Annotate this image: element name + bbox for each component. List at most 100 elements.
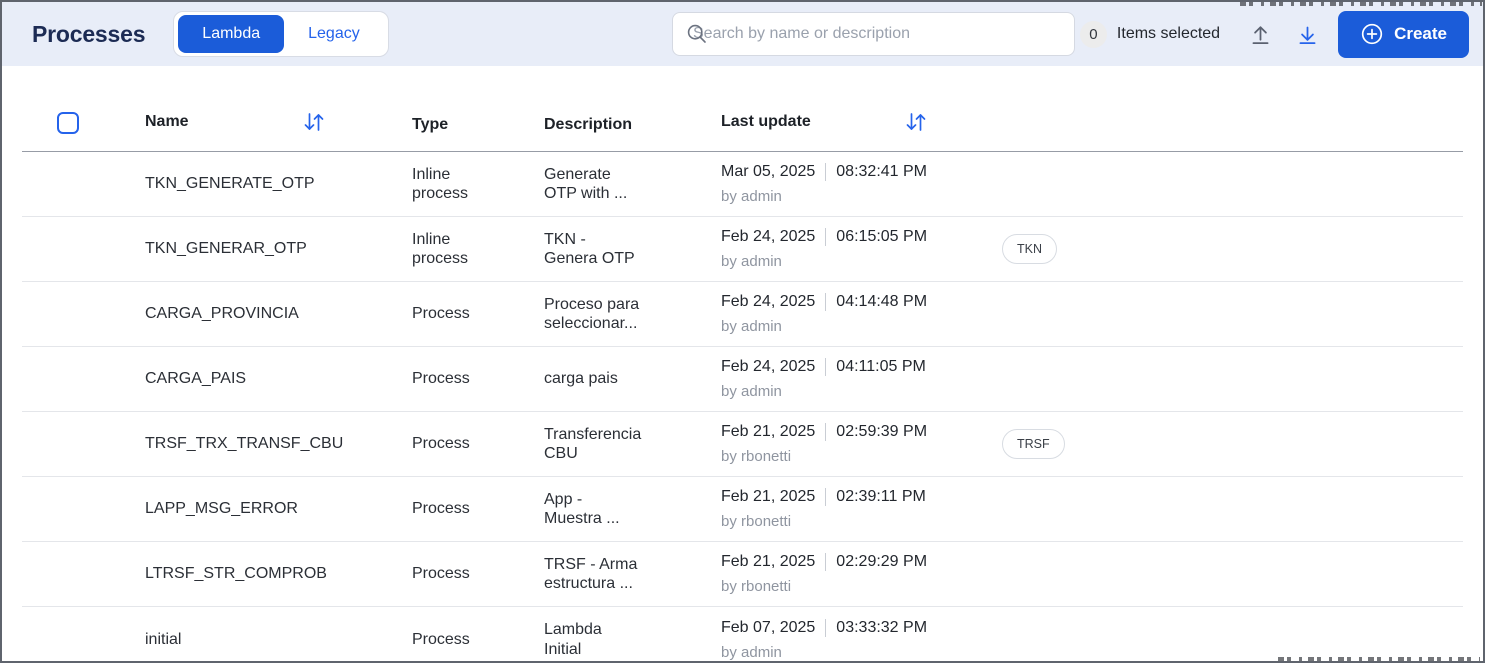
date-time-divider	[825, 163, 827, 181]
update-date: Mar 05, 2025	[721, 163, 816, 180]
update-date: Feb 24, 2025	[721, 228, 816, 245]
date-time-divider	[825, 618, 827, 637]
process-type: Inline process	[412, 230, 469, 267]
table-row[interactable]: CARGA_PROVINCIA Process Proceso para sel…	[22, 282, 1463, 347]
process-table: Name Type Description Last update TKN_GE…	[22, 66, 1463, 672]
tag-badge[interactable]: TKN	[1002, 234, 1057, 264]
updated-by: by admin	[721, 643, 782, 661]
table-header-row: Name Type Description Last update	[22, 66, 1463, 152]
date-time-divider	[825, 358, 827, 376]
date-time-divider	[825, 488, 827, 506]
update-date: Feb 21, 2025	[721, 553, 816, 570]
last-update-cell: Feb 21, 2025 02:39:11 PM by rbonetti	[721, 482, 1002, 536]
topbar-actions: 0 Items selected Create	[1079, 10, 1471, 58]
topbar: Processes Lambda Legacy 0 Items selected	[2, 2, 1483, 66]
select-all-checkbox[interactable]	[57, 112, 79, 134]
date-time-divider	[825, 553, 827, 571]
upload-icon	[1252, 25, 1269, 44]
process-type: Inline process	[412, 165, 469, 202]
update-date: Feb 21, 2025	[721, 423, 816, 440]
page-title: Processes	[32, 20, 146, 47]
process-type: Process	[412, 305, 470, 323]
sort-last-update-icon[interactable]	[903, 110, 929, 134]
last-update-cell: Feb 21, 2025 02:59:39 PM by rbonetti	[721, 417, 1002, 471]
process-name[interactable]: LAPP_MSG_ERROR	[145, 500, 298, 517]
selected-count-badge: 0	[1079, 20, 1107, 48]
sort-name-icon[interactable]	[301, 110, 327, 134]
process-type: Process	[412, 435, 470, 453]
table-row[interactable]: TRSF_TRX_TRANSF_CBU Process Transferenci…	[22, 412, 1463, 477]
table-row[interactable]: TKN_GENERAR_OTP Inline process TKN - Gen…	[22, 217, 1463, 282]
create-button[interactable]: Create	[1338, 10, 1469, 58]
date-time-divider	[825, 293, 827, 311]
tab-legacy[interactable]: Legacy	[284, 15, 384, 53]
column-header-type: Type	[412, 116, 449, 133]
last-update-cell: Feb 24, 2025 04:14:48 PM by admin	[721, 287, 1002, 341]
process-name[interactable]: initial	[145, 630, 182, 648]
table-row[interactable]: LAPP_MSG_ERROR Process App - Muestra ...…	[22, 477, 1463, 542]
updated-by: by admin	[721, 383, 782, 400]
update-time: 08:32:41 PM	[836, 163, 928, 180]
process-description: Transferencia CBU	[544, 425, 642, 462]
clipped-top-content	[1240, 2, 1482, 6]
process-type: Process	[412, 370, 470, 388]
items-selected-label: Items selected	[1116, 25, 1221, 42]
process-name[interactable]: LTRSF_STR_COMPROB	[145, 565, 327, 582]
update-time: 02:59:39 PM	[836, 423, 928, 440]
tag-badge[interactable]: TRSF	[1002, 429, 1065, 459]
updated-by: by admin	[721, 188, 782, 205]
process-description: Generate OTP with ...	[544, 165, 628, 202]
search-box	[672, 12, 1075, 56]
update-time: 03:33:32 PM	[836, 618, 928, 636]
process-description: TRSF - Arma estructura ...	[544, 555, 638, 592]
table-row[interactable]: CARGA_PAIS Process carga pais Feb 24, 20…	[22, 347, 1463, 412]
last-update-cell: Feb 24, 2025 04:11:05 PM by admin	[721, 352, 1002, 406]
table-row[interactable]: initial Process Lambda Initial Feb 07, 2…	[22, 607, 1463, 672]
updated-by: by rbonetti	[721, 513, 792, 530]
update-date: Feb 24, 2025	[721, 293, 816, 310]
update-date: Feb 21, 2025	[721, 488, 816, 505]
search-input[interactable]	[672, 12, 1075, 56]
date-time-divider	[825, 228, 827, 246]
download-icon	[1299, 26, 1316, 44]
process-name[interactable]: CARGA_PROVINCIA	[145, 305, 299, 322]
updated-by: by admin	[721, 253, 782, 270]
process-name[interactable]: TKN_GENERAR_OTP	[145, 240, 307, 257]
update-time: 04:11:05 PM	[836, 358, 926, 375]
header-checkbox-cell	[22, 112, 145, 134]
column-header-name: Name	[145, 110, 412, 134]
table-row[interactable]: TKN_GENERATE_OTP Inline process Generate…	[22, 152, 1463, 217]
column-header-last-update: Last update	[721, 110, 1002, 134]
upload-button[interactable]	[1244, 18, 1277, 51]
tab-lambda[interactable]: Lambda	[178, 15, 285, 53]
tags-cell: TRSF	[1002, 429, 1463, 459]
process-type: Process	[412, 630, 470, 648]
table-row[interactable]: LTRSF_STR_COMPROB Process TRSF - Arma es…	[22, 542, 1463, 607]
last-update-cell: Mar 05, 2025 08:32:41 PM by admin	[721, 157, 1002, 211]
date-time-divider	[825, 423, 827, 441]
update-time: 02:39:11 PM	[836, 488, 926, 505]
process-name[interactable]: TRSF_TRX_TRANSF_CBU	[145, 435, 344, 452]
download-button[interactable]	[1291, 18, 1324, 51]
process-description: carga pais	[544, 370, 618, 388]
process-description: Proceso para seleccionar...	[544, 295, 640, 332]
process-description: App - Muestra ...	[544, 490, 620, 527]
updated-by: by rbonetti	[721, 448, 792, 465]
update-time: 06:15:05 PM	[836, 228, 928, 245]
plus-circle-icon	[1361, 23, 1383, 45]
updated-by: by admin	[721, 318, 782, 335]
process-description: TKN - Genera OTP	[544, 230, 635, 267]
process-description: Lambda Initial	[544, 621, 602, 658]
last-update-cell: Feb 24, 2025 06:15:05 PM by admin	[721, 222, 1002, 276]
updated-by: by rbonetti	[721, 578, 792, 595]
update-date: Feb 24, 2025	[721, 358, 816, 375]
last-update-cell: Feb 21, 2025 02:29:29 PM by rbonetti	[721, 547, 1002, 601]
process-name[interactable]: TKN_GENERATE_OTP	[145, 175, 315, 192]
tags-cell: TKN	[1002, 234, 1463, 264]
update-time: 04:14:48 PM	[836, 293, 928, 310]
table-body: TKN_GENERATE_OTP Inline process Generate…	[22, 152, 1463, 672]
process-type: Process	[412, 500, 470, 518]
process-name[interactable]: CARGA_PAIS	[145, 370, 247, 387]
process-type-toggle: Lambda Legacy	[173, 11, 389, 57]
last-update-cell: Feb 07, 2025 03:33:32 PM by admin	[721, 613, 1002, 667]
